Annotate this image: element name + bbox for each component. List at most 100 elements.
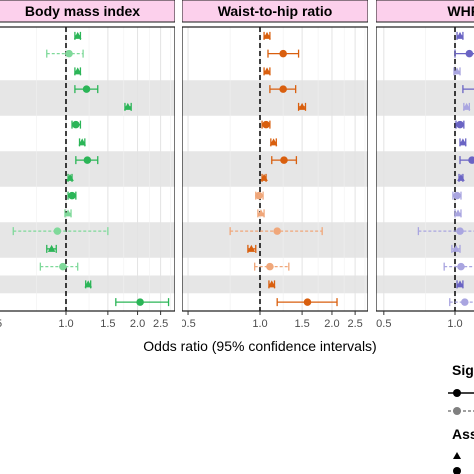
shaded-row	[0, 240, 175, 258]
shaded-row	[0, 222, 175, 240]
x-tick-label: 0.5	[0, 318, 2, 330]
data-point	[39, 262, 79, 271]
data-point	[267, 49, 300, 58]
x-tick-label: 0.5	[376, 318, 391, 330]
data-point	[455, 120, 465, 129]
point-triangle	[263, 31, 271, 39]
x-tick-label: 2.0	[130, 318, 145, 330]
point-circle	[303, 298, 312, 306]
data-point	[75, 156, 99, 165]
point-circle	[457, 262, 465, 271]
data-point	[67, 191, 77, 200]
panel-border	[182, 26, 368, 312]
data-point	[71, 120, 82, 129]
point-triangle	[454, 209, 462, 217]
shaded-row	[376, 80, 474, 98]
point-circle	[279, 49, 287, 58]
point-circle	[83, 156, 92, 164]
point-triangle	[263, 67, 271, 75]
point-triangle	[73, 31, 82, 39]
shaded-row	[0, 169, 175, 187]
panel-title: Waist-to-hip ratio	[218, 3, 333, 19]
x-tick-label: 2.0	[324, 318, 339, 330]
data-point	[267, 280, 276, 289]
data-point	[454, 209, 462, 218]
point-triangle	[78, 138, 87, 146]
data-point	[297, 102, 307, 111]
point-triangle	[260, 173, 268, 181]
data-point	[124, 102, 132, 111]
point-circle	[280, 156, 288, 164]
legend-key-triangle	[453, 452, 461, 459]
panel-strip	[182, 0, 368, 23]
point-triangle	[457, 173, 465, 181]
panel-2: Waist-to-hip ratio 0.5 1.0 1.5 2.0 2.5	[182, 0, 368, 330]
point-circle	[456, 120, 464, 129]
panel-title: WHRa	[447, 3, 474, 19]
point-circle	[468, 156, 474, 164]
point-circle	[82, 85, 91, 93]
panel-1: Body mass index 0.5 1.0 1.5 2.0 2.5	[0, 0, 175, 330]
point-circle	[262, 120, 270, 129]
legend-significance-title: Sig	[452, 362, 474, 378]
data-point	[459, 156, 474, 165]
point-circle	[456, 227, 464, 235]
panel-border	[376, 26, 474, 312]
shaded-row	[182, 169, 368, 187]
data-point	[115, 298, 170, 307]
point-circle	[59, 262, 67, 271]
point-circle	[266, 262, 274, 271]
shaded-row	[376, 275, 474, 294]
data-point	[257, 209, 265, 218]
x-axis-title: Odds ratio (95% confidence intervals)	[143, 338, 376, 354]
data-point	[73, 31, 82, 40]
point-triangle	[257, 209, 265, 217]
point-circle	[72, 120, 80, 129]
point-triangle	[124, 102, 132, 110]
point-circle	[465, 49, 474, 58]
data-point	[254, 262, 290, 271]
point-triangle	[462, 102, 471, 110]
panel-strip	[0, 0, 175, 23]
point-triangle	[84, 280, 93, 288]
shaded-row	[182, 98, 368, 116]
x-tick-label: 1.0	[252, 318, 267, 330]
legend: Sig Ass	[448, 362, 474, 474]
data-point	[263, 67, 271, 76]
legend-key-not-significant	[448, 407, 474, 415]
panel-3: WHRa0.51.01.52.02.5	[376, 0, 474, 330]
data-point	[74, 85, 99, 94]
point-triangle	[452, 244, 460, 252]
point-circle	[65, 49, 73, 58]
data-point	[269, 85, 297, 94]
data-point	[269, 138, 278, 147]
point-triangle	[453, 67, 461, 75]
data-point	[64, 209, 72, 218]
x-tick-label: 2.5	[347, 318, 362, 330]
data-point	[457, 173, 465, 182]
data-point	[260, 173, 268, 182]
data-point	[452, 191, 462, 200]
point-triangle	[73, 67, 82, 75]
point-triangle	[247, 244, 256, 252]
data-point	[451, 244, 461, 253]
x-tick-label: 2.5	[153, 318, 168, 330]
data-point	[78, 138, 87, 147]
panel-border	[0, 26, 175, 312]
panel-strip	[376, 0, 474, 23]
data-point	[271, 156, 298, 165]
point-triangle	[456, 280, 464, 288]
data-point	[229, 227, 323, 236]
legend-association-title: Ass	[452, 426, 474, 442]
data-point	[46, 244, 57, 253]
data-point	[263, 31, 271, 40]
point-circle	[136, 298, 144, 306]
point-circle	[279, 85, 287, 93]
x-tick-label: 1.5	[294, 318, 309, 330]
point-circle	[453, 191, 461, 200]
data-point	[46, 49, 84, 58]
data-point	[453, 67, 461, 76]
point-triangle	[456, 31, 464, 39]
shaded-row	[376, 240, 474, 258]
